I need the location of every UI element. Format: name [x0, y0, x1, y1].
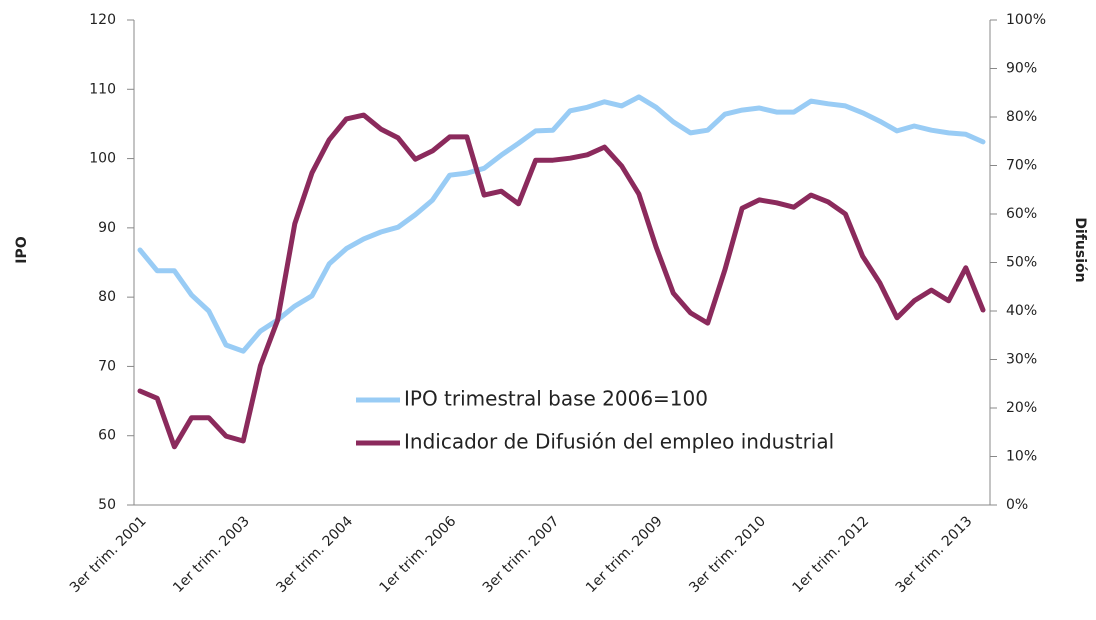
y2-tick-label: 50% [1006, 255, 1037, 271]
x-tick-label: 3er trim. 2004 [273, 513, 356, 596]
y-tick-label: 110 [89, 81, 116, 97]
y2-tick-label: 60% [1006, 206, 1037, 222]
y-tick-label: 100 [89, 151, 116, 167]
y2-tick-label: 10% [1006, 449, 1037, 465]
y-tick-label: 80 [98, 289, 116, 305]
x-tick-label: 3er trim. 2013 [893, 513, 976, 596]
legend-label: IPO trimestral base 2006=100 [404, 387, 708, 411]
x-tick-label: 1er trim. 2009 [583, 513, 666, 596]
y2-tick-label: 90% [1006, 61, 1037, 77]
x-tick-label: 1er trim. 2003 [170, 513, 253, 596]
y-tick-label: 60 [98, 428, 116, 444]
y2-tick-label: 20% [1006, 400, 1037, 416]
y2-tick-label: 0% [1006, 497, 1028, 513]
x-tick-label: 3er trim. 2001 [67, 513, 150, 596]
x-tick-label: 1er trim. 2012 [789, 513, 872, 596]
y-tick-label: 70 [98, 358, 116, 374]
legend-label: Indicador de Difusión del empleo industr… [404, 430, 834, 454]
y2-tick-label: 40% [1006, 303, 1037, 319]
x-tick-label: 3er trim. 2010 [686, 513, 769, 596]
series-line [137, 94, 986, 354]
y2-axis-label: Difusión [1072, 217, 1088, 282]
y2-tick-label: 30% [1006, 352, 1037, 368]
series-line [137, 112, 986, 450]
y-axis-label: IPO [14, 236, 30, 263]
y2-tick-label: 80% [1006, 109, 1037, 125]
y-tick-label: 50 [98, 497, 116, 513]
y2-tick-label: 70% [1006, 158, 1037, 174]
x-tick-label: 1er trim. 2006 [377, 513, 460, 596]
x-tick-label: 3er trim. 2007 [480, 513, 563, 596]
y-tick-label: 90 [98, 220, 116, 236]
y2-tick-label: 100% [1006, 12, 1046, 28]
y-tick-label: 120 [89, 12, 116, 28]
